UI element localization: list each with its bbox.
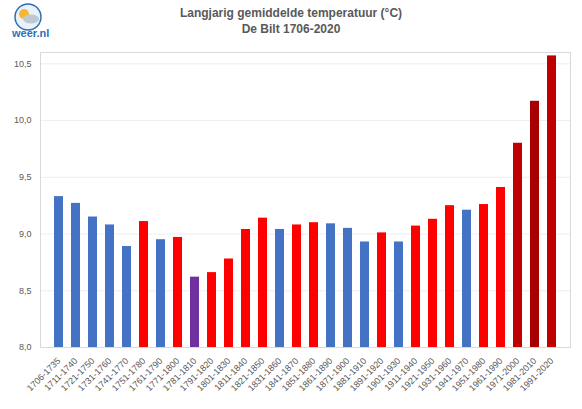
- svg-text:1761-1790: 1761-1790: [126, 355, 165, 394]
- svg-text:1891-1920: 1891-1920: [347, 355, 386, 394]
- svg-text:1951-1980: 1951-1980: [449, 355, 488, 394]
- svg-text:1931-1960: 1931-1960: [415, 355, 454, 394]
- svg-text:1941-1970: 1941-1970: [432, 355, 471, 394]
- svg-text:1911-1940: 1911-1940: [382, 355, 420, 393]
- svg-text:1731-1760: 1731-1760: [75, 355, 114, 394]
- svg-text:1751-1780: 1751-1780: [109, 355, 148, 394]
- svg-text:1961-1990: 1961-1990: [466, 355, 505, 394]
- svg-text:10,5: 10,5: [14, 59, 32, 69]
- svg-text:1991-2020: 1991-2020: [518, 356, 556, 394]
- svg-text:1781-1810: 1781-1810: [160, 355, 199, 394]
- svg-text:1871-1900: 1871-1900: [313, 355, 352, 394]
- html-text:De Bilt 1706-2020: De Bilt 1706-2020: [241, 22, 341, 36]
- svg-text:1901-1930: 1901-1930: [364, 355, 403, 394]
- svg-text:1881-1910: 1881-1910: [330, 355, 369, 394]
- svg-text:1981-2010: 1981-2010: [500, 355, 539, 394]
- svg-text:9,5: 9,5: [19, 172, 32, 182]
- svg-text:1861-1890: 1861-1890: [296, 355, 335, 394]
- svg-text:1771-1800: 1771-1800: [143, 355, 182, 394]
- svg-text:8,5: 8,5: [19, 286, 32, 296]
- svg-text:10,0: 10,0: [14, 115, 32, 125]
- svg-text:8,0: 8,0: [19, 342, 32, 352]
- html-text:weer.nl: weer.nl: [12, 27, 50, 39]
- svg-text:1706-1735: 1706-1735: [24, 355, 63, 394]
- svg-text:1831-1860: 1831-1860: [245, 355, 284, 394]
- svg-text:1721-1750: 1721-1750: [58, 355, 97, 394]
- svg-text:1851-1880: 1851-1880: [279, 355, 318, 394]
- svg-text:9,0: 9,0: [19, 229, 32, 239]
- svg-text:1711-1740: 1711-1740: [42, 355, 80, 393]
- svg-text:1811-1840: 1811-1840: [212, 355, 250, 393]
- svg-text:1971-2000: 1971-2000: [483, 355, 522, 394]
- svg-text:1801-1830: 1801-1830: [194, 355, 233, 394]
- svg-text:1741-1770: 1741-1770: [92, 355, 131, 394]
- svg-text:1841-1870: 1841-1870: [262, 355, 301, 394]
- svg-text:1791-1820: 1791-1820: [177, 355, 216, 394]
- html-text:Langjarig gemiddelde temperatu: Langjarig gemiddelde temperatuur (°C): [179, 6, 403, 20]
- svg-text:1821-1850: 1821-1850: [228, 355, 267, 394]
- svg-text:1921-1950: 1921-1950: [398, 355, 437, 394]
